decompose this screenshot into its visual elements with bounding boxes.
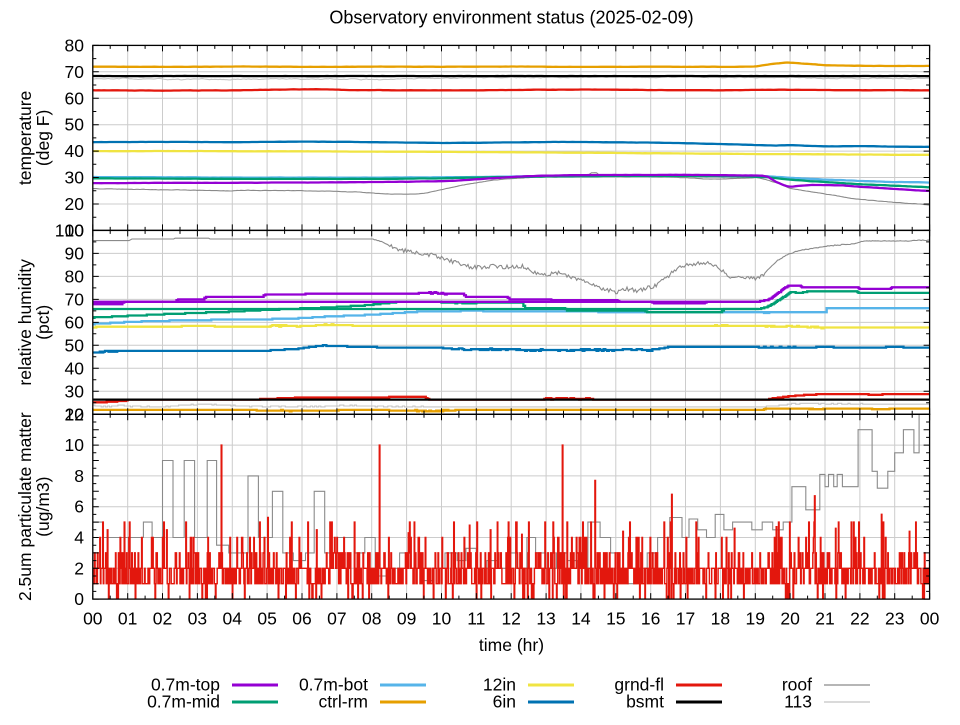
svg-text:20: 20: [780, 609, 800, 629]
svg-text:0: 0: [74, 589, 84, 609]
svg-text:60: 60: [65, 88, 85, 108]
svg-text:08: 08: [362, 609, 381, 629]
svg-text:03: 03: [188, 609, 207, 629]
svg-text:12in: 12in: [483, 675, 516, 695]
svg-text:22: 22: [850, 609, 869, 629]
svg-text:00: 00: [920, 609, 940, 629]
svg-text:90: 90: [65, 243, 85, 263]
svg-text:10: 10: [65, 435, 85, 455]
svg-text:6in: 6in: [493, 692, 516, 712]
svg-text:6: 6: [74, 497, 84, 517]
svg-text:2: 2: [74, 558, 84, 578]
svg-text:2.5um particulate matter: 2.5um particulate matter: [15, 412, 35, 601]
svg-text:13: 13: [536, 609, 555, 629]
svg-text:00: 00: [83, 609, 103, 629]
svg-text:70: 70: [65, 62, 85, 82]
svg-text:06: 06: [292, 609, 311, 629]
svg-text:(pct): (pct): [33, 305, 53, 340]
svg-text:17: 17: [676, 609, 695, 629]
svg-text:4: 4: [74, 528, 84, 548]
svg-text:12: 12: [65, 404, 84, 424]
svg-text:30: 30: [65, 168, 85, 188]
svg-text:40: 40: [65, 358, 85, 378]
svg-text:07: 07: [327, 609, 346, 629]
svg-text:0.7m-mid: 0.7m-mid: [147, 692, 220, 712]
svg-text:12: 12: [501, 609, 520, 629]
svg-text:(deg F): (deg F): [33, 110, 53, 166]
svg-text:21: 21: [815, 609, 834, 629]
svg-text:11: 11: [467, 609, 485, 629]
svg-text:0.7m-bot: 0.7m-bot: [299, 675, 368, 695]
svg-text:temperature: temperature: [15, 91, 35, 185]
svg-text:05: 05: [257, 609, 276, 629]
svg-text:10: 10: [432, 609, 452, 629]
svg-text:04: 04: [223, 609, 243, 629]
svg-text:14: 14: [571, 609, 591, 629]
svg-text:18: 18: [711, 609, 730, 629]
svg-text:50: 50: [65, 115, 85, 135]
svg-text:0.7m-top: 0.7m-top: [151, 675, 220, 695]
svg-text:bsmt: bsmt: [626, 692, 664, 712]
svg-text:(ug/m3): (ug/m3): [33, 477, 53, 537]
svg-text:40: 40: [65, 141, 85, 161]
svg-text:60: 60: [65, 312, 85, 332]
svg-text:16: 16: [641, 609, 660, 629]
svg-text:10: 10: [65, 220, 85, 240]
svg-text:09: 09: [397, 609, 416, 629]
svg-text:113: 113: [784, 692, 812, 712]
svg-text:80: 80: [65, 266, 85, 286]
svg-text:01: 01: [118, 609, 137, 629]
svg-text:roof: roof: [782, 675, 812, 695]
svg-text:50: 50: [65, 335, 85, 355]
svg-text:02: 02: [153, 609, 172, 629]
svg-text:19: 19: [746, 609, 765, 629]
svg-text:20: 20: [65, 404, 85, 424]
svg-text:100: 100: [55, 220, 84, 240]
svg-text:23: 23: [885, 609, 904, 629]
svg-text:20: 20: [65, 194, 85, 214]
svg-text:time (hr): time (hr): [479, 635, 544, 655]
svg-text:80: 80: [65, 35, 85, 55]
svg-text:15: 15: [606, 609, 625, 629]
svg-text:ctrl-rm: ctrl-rm: [318, 692, 368, 712]
svg-text:grnd-fl: grnd-fl: [614, 675, 664, 695]
svg-text:relative humidity: relative humidity: [15, 259, 35, 386]
svg-text:70: 70: [65, 289, 85, 309]
svg-text:8: 8: [74, 466, 84, 486]
svg-text:Observatory environment status: Observatory environment status (2025-02-…: [329, 8, 693, 28]
svg-text:30: 30: [65, 381, 85, 401]
